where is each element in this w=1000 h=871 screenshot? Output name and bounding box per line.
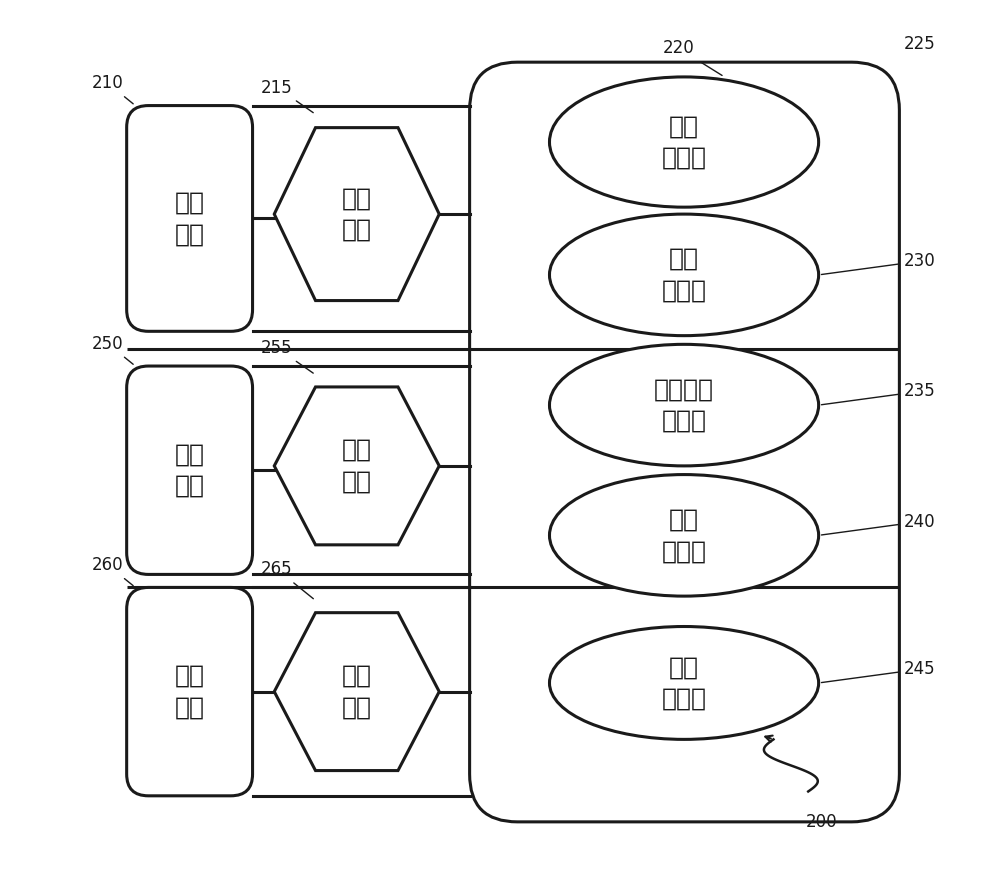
FancyBboxPatch shape bbox=[127, 587, 253, 796]
FancyBboxPatch shape bbox=[127, 105, 253, 331]
Text: 临床
数据库: 临床 数据库 bbox=[662, 247, 707, 303]
FancyBboxPatch shape bbox=[470, 62, 899, 822]
Text: 225: 225 bbox=[904, 36, 935, 53]
Ellipse shape bbox=[549, 344, 819, 466]
Text: 245: 245 bbox=[821, 660, 935, 683]
Text: 治疗
模块: 治疗 模块 bbox=[175, 442, 205, 498]
Text: 240: 240 bbox=[821, 513, 935, 535]
Text: 235: 235 bbox=[821, 382, 935, 405]
Ellipse shape bbox=[549, 626, 819, 739]
Text: 215: 215 bbox=[261, 78, 313, 112]
Text: 260: 260 bbox=[92, 556, 133, 585]
Text: 210: 210 bbox=[92, 74, 133, 104]
Text: 200: 200 bbox=[805, 814, 837, 831]
Polygon shape bbox=[274, 128, 439, 300]
Text: 仪器
数据库: 仪器 数据库 bbox=[662, 655, 707, 711]
Text: 算法
辅助: 算法 辅助 bbox=[342, 664, 372, 719]
Text: 265: 265 bbox=[261, 560, 313, 598]
Text: 培训
模块: 培训 模块 bbox=[175, 664, 205, 719]
Text: 220: 220 bbox=[663, 39, 722, 76]
Text: 230: 230 bbox=[821, 253, 935, 274]
Text: 255: 255 bbox=[261, 339, 313, 373]
Text: 算法
辅助: 算法 辅助 bbox=[342, 438, 372, 494]
Polygon shape bbox=[274, 387, 439, 545]
FancyBboxPatch shape bbox=[127, 366, 253, 574]
Ellipse shape bbox=[549, 214, 819, 335]
Ellipse shape bbox=[549, 475, 819, 596]
Polygon shape bbox=[274, 612, 439, 771]
Ellipse shape bbox=[549, 77, 819, 207]
Text: 算法
辅助: 算法 辅助 bbox=[342, 186, 372, 242]
Text: 250: 250 bbox=[92, 334, 133, 364]
Text: 计划
模块: 计划 模块 bbox=[175, 191, 205, 246]
Text: 患者
数据库: 患者 数据库 bbox=[662, 114, 707, 170]
Text: 执业医生
数据库: 执业医生 数据库 bbox=[654, 377, 714, 433]
Text: 手术
数据库: 手术 数据库 bbox=[662, 508, 707, 564]
